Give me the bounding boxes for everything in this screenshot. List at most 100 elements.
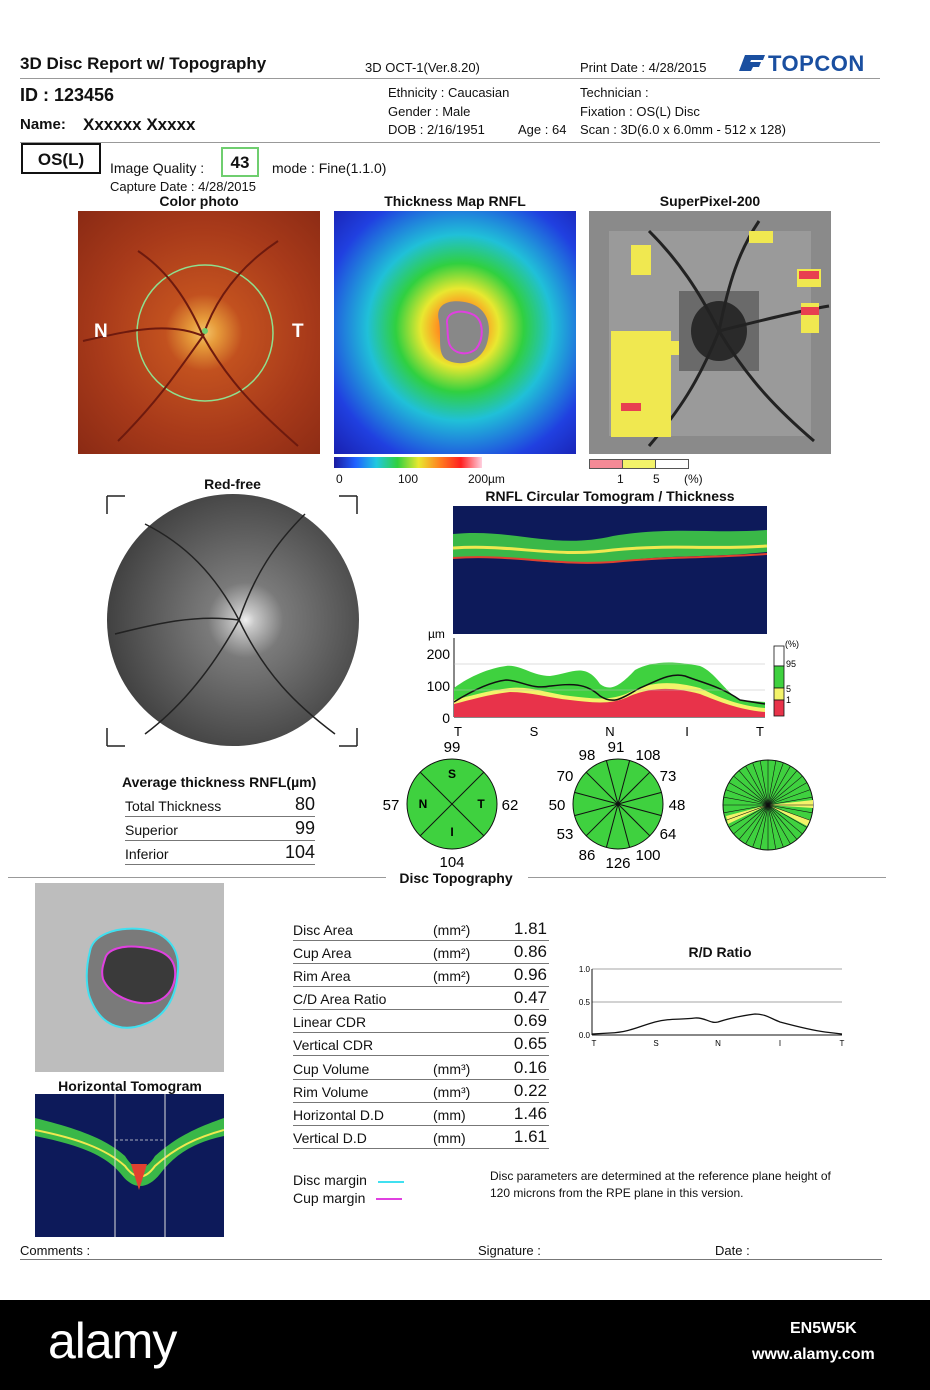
param-row-cup-volume: Cup Volume (mm³) 0.16 [293,1057,549,1080]
quadrant-value-nasal: 57 [383,797,400,814]
circular-tomogram-graphic [453,530,767,564]
tsnit-y-tick-100: 100 [427,678,451,694]
cup-margin-swatch [376,1198,402,1200]
clock-hour-8: 86 [579,847,596,864]
topcon-brand: TOPCON [768,51,865,76]
sector-deviation-chart-svg [722,759,814,851]
clock-hour-7: 126 [605,855,630,872]
param-value: 0.69 [513,1011,547,1030]
technician: Technician : [580,85,649,100]
avg-thickness-title: Average thickness RNFL(µm) [122,774,317,790]
param-value: 1.61 [513,1127,547,1146]
tsnit-red-band [454,688,765,717]
avg-row-inferior: Inferior 104 [125,842,315,865]
rd-y-tick-05: 0.5 [579,998,591,1007]
patient-name: Xxxxxx Xxxxx [83,115,196,134]
eye-label: OS(L) [37,150,85,169]
scan-mode: mode : Fine(1.1.0) [272,160,387,176]
superpixel-title: SuperPixel-200 [659,193,761,209]
eye-badge: OS(L) [21,143,101,174]
quadrant-label-i: I [450,825,453,839]
param-unit: (mm³) [433,1061,471,1077]
horizontal-tomogram-title: Horizontal Tomogram [58,1078,202,1094]
clock-hour-chart: 91 108 73 48 64 100 126 86 53 50 70 98 [540,735,700,875]
quadrant-label-s: S [448,767,456,781]
param-value: 0.16 [513,1058,547,1077]
red-free-graphic [106,494,359,747]
software-version: 3D OCT-1(Ver.8.20) [365,60,480,75]
param-value: 0.47 [513,988,547,1007]
capture-date: Capture Date : 4/28/2015 [110,179,256,194]
clock-hour-11: 70 [557,768,574,785]
rd-ratio-line [591,1013,843,1035]
date-label: Date : [715,1243,750,1258]
superpixel-graphic [609,220,830,447]
rd-y-tick-0: 0.0 [579,1031,591,1040]
tsnit-y-tick-0: 0 [442,710,450,726]
avg-inferior-label: Inferior [125,846,169,862]
color-photo-title: Color photo [159,193,239,209]
age: Age : 64 [518,122,567,137]
clock-hour-chart-svg: 91 108 73 48 64 100 126 86 53 50 70 98 [549,739,686,872]
clock-hour-1: 91 [608,739,625,756]
param-label: C/D Area Ratio [293,991,387,1007]
clock-hour-2: 108 [635,747,660,764]
quadrant-chart-svg: S N T I 99 57 62 104 [383,739,519,871]
horizontal-tomogram-graphic [35,1094,224,1237]
param-value: 0.96 [513,965,547,984]
tsnit-legend-5: 5 [786,684,791,694]
avg-superior-label: Superior [125,822,178,838]
tsnit-patient-line [453,674,766,705]
rd-x-tick-n: N [715,1039,721,1048]
avg-superior-value: 99 [294,818,315,838]
avg-inferior-value: 104 [284,842,315,862]
tsnit-chart-svg: µm 200 100 0 T S N I T (%) 95 5 1 [427,627,799,739]
tsnit-legend-unit: (%) [785,639,799,649]
scan-info: Scan : 3D(6.0 x 6.0mm - 512 x 128) [580,122,786,137]
param-value: 0.22 [513,1081,547,1100]
thickness-color-scale [334,457,482,468]
topcon-logo [737,51,767,80]
rd-x-tick-t1: T [592,1039,597,1048]
image-quality-value: 43 [230,153,250,172]
disc-margin-swatch [378,1181,404,1183]
image-quality-box: 43 [221,147,259,177]
watermark-url: www.alamy.com [752,1346,875,1363]
color-fundus-photo: N T [78,211,320,454]
param-row-vertical-cdr: Vertical CDR 0.65 [293,1033,549,1056]
dob: DOB : 2/16/1951 [388,122,485,137]
quadrant-label-n: N [419,797,428,811]
disc-topography-graphic [85,927,180,1029]
disc-margin-label: Disc margin [293,1172,367,1188]
superpixel-scale-5: 5 [653,472,660,486]
clock-hour-5: 64 [660,826,677,843]
param-label: Cup Volume [293,1061,370,1077]
param-unit: (mm) [433,1107,466,1123]
avg-row-total: Total Thickness 80 [125,794,315,817]
thickness-scale-200: 200µm [468,472,505,486]
param-row-rim-volume: Rim Volume (mm³) 0.22 [293,1080,549,1103]
tsnit-x-tick-t1: T [454,724,462,739]
param-label: Rim Volume [293,1084,369,1100]
avg-total-label: Total Thickness [125,798,222,814]
thickness-scale-0: 0 [336,472,343,486]
watermark-image-id: EN5W5K [790,1320,857,1337]
quadrant-label-t: T [477,797,485,811]
param-label: Rim Area [293,968,351,984]
param-label: Vertical D.D [293,1130,367,1146]
param-unit: (mm³) [433,1084,471,1100]
superpixel-scale-unit: (%) [684,472,703,486]
circular-tomogram-image [453,506,767,634]
patient-name-label: Name: [20,116,66,133]
clock-hour-10: 50 [549,797,566,814]
param-value: 1.81 [513,919,547,938]
param-label: Disc Area [293,922,353,938]
rd-ratio-title: R/D Ratio [688,944,752,960]
param-unit: (mm²) [433,945,471,961]
quadrant-value-temporal: 62 [502,797,519,814]
tsnit-x-tick-t2: T [756,724,764,739]
cup-margin-label: Cup margin [293,1190,366,1206]
param-value: 0.65 [513,1034,547,1053]
param-unit: (mm) [433,1130,466,1146]
watermark-band: alamy EN5W5K www.alamy.com [0,1300,930,1390]
